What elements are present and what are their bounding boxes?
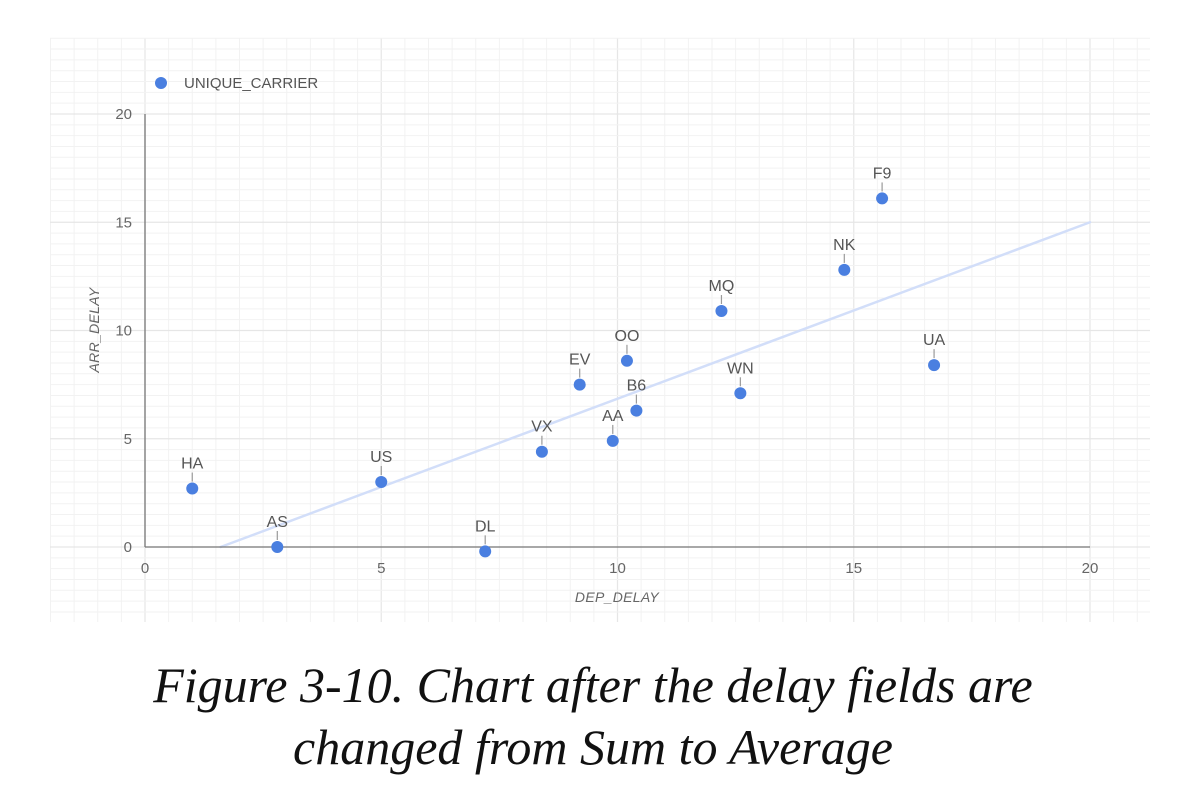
y-tick-label: 10	[115, 323, 132, 340]
data-point-label: VX	[531, 419, 553, 436]
data-point	[734, 387, 747, 400]
data-point	[630, 404, 643, 417]
tick-labels: 0 5 10 15 20 0 5 10 15 20	[115, 106, 1098, 577]
data-point-group: EV	[569, 352, 591, 391]
y-tick-label: 20	[115, 106, 132, 123]
x-tick-label: 0	[141, 560, 149, 577]
data-point-label: HA	[181, 456, 204, 473]
data-point-label: OO	[615, 328, 640, 345]
scatter-chart: 0 5 10 15 20 0 5 10 15 20 HA AS US DL VX EV AA OO B6 MQ WN N…	[50, 37, 1150, 622]
data-point	[715, 305, 728, 318]
data-point-label: AS	[267, 514, 288, 531]
data-point-group: MQ	[709, 278, 735, 318]
data-point-group: VX	[531, 419, 553, 458]
data-point-group: US	[370, 449, 392, 489]
trendline	[219, 221, 1092, 549]
data-point-group: WN	[727, 360, 754, 400]
x-tick-label: 5	[377, 560, 385, 577]
axes	[144, 114, 1090, 548]
data-point-label: UA	[923, 332, 946, 349]
y-tick-label: 15	[115, 214, 132, 231]
data-point	[375, 476, 388, 489]
data-point	[479, 545, 492, 558]
y-tick-label: 0	[124, 539, 132, 556]
data-point-group: F9	[873, 165, 892, 205]
trendline-layer	[219, 221, 1092, 549]
x-tick-label: 15	[845, 560, 862, 577]
data-point-label: MQ	[709, 278, 735, 295]
data-point-label: AA	[602, 408, 624, 425]
data-point	[606, 434, 619, 447]
data-point-group: B6	[627, 378, 647, 417]
data-point-label: F9	[873, 165, 892, 182]
data-point	[573, 378, 586, 391]
legend-label: UNIQUE_CARRIER	[184, 75, 318, 92]
data-point-label: DL	[475, 518, 496, 535]
data-point	[838, 263, 851, 276]
y-axis-title: ARR_DELAY	[86, 286, 102, 373]
data-point-group: AS	[267, 514, 288, 553]
data-point	[620, 354, 633, 367]
data-point-group: AA	[602, 408, 624, 447]
data-point	[876, 192, 889, 205]
data-point	[928, 359, 941, 372]
data-point-group: HA	[181, 456, 204, 495]
data-point-label: US	[370, 449, 392, 466]
data-point-group: OO	[615, 328, 640, 367]
x-tick-label: 10	[609, 560, 626, 577]
data-points: HA AS US DL VX EV AA OO B6 MQ WN NK F9 UA	[181, 165, 946, 558]
y-tick-label: 5	[124, 431, 132, 448]
figure-caption-line-1: Figure 3-10. Chart after the delay field…	[153, 657, 1033, 713]
data-point-group: NK	[833, 237, 856, 276]
x-tick-label: 20	[1082, 560, 1099, 577]
data-point-label: NK	[833, 237, 856, 254]
legend: UNIQUE_CARRIER	[155, 75, 318, 92]
legend-marker	[155, 77, 167, 89]
data-point-group: UA	[923, 332, 946, 372]
data-point-label: WN	[727, 360, 754, 377]
data-point	[186, 482, 199, 495]
data-point-label: B6	[627, 378, 647, 395]
figure-caption-line-2: changed from Sum to Average	[293, 719, 893, 775]
grid	[50, 37, 1150, 622]
data-point	[535, 445, 548, 458]
x-axis-title: DEP_DELAY	[575, 589, 661, 605]
data-point	[271, 541, 284, 553]
data-point-label: EV	[569, 352, 591, 369]
data-point-group: DL	[475, 518, 496, 558]
